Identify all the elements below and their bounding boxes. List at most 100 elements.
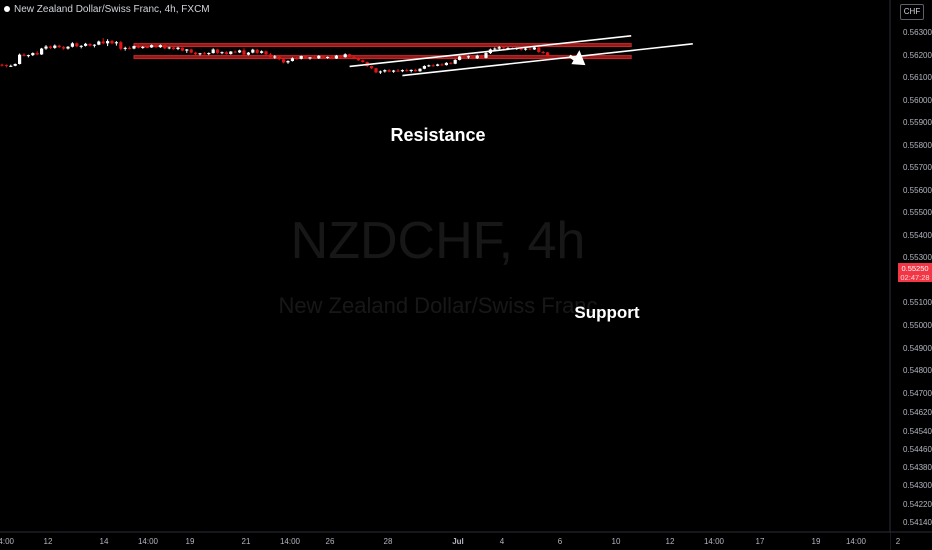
candle-body xyxy=(334,55,338,59)
candle-body xyxy=(361,60,365,62)
candle-body xyxy=(528,48,532,50)
time-tick: 12 xyxy=(666,537,675,546)
candle-body xyxy=(260,51,264,53)
candle-body xyxy=(537,47,541,52)
candle-body xyxy=(458,56,462,60)
candle-body xyxy=(304,56,308,58)
price-tick: 0.54700 xyxy=(903,389,932,398)
candle-body xyxy=(216,49,220,53)
time-axis[interactable] xyxy=(0,532,890,550)
candle-body xyxy=(211,49,215,54)
watermark-name: New Zealand Dollar/Swiss Franc xyxy=(278,293,597,318)
candle-body xyxy=(519,48,523,50)
price-tick: 0.56100 xyxy=(903,73,932,82)
time-tick: 28 xyxy=(384,537,393,546)
candle-body xyxy=(202,53,206,55)
candle-body xyxy=(409,69,413,72)
price-tick: 0.55700 xyxy=(903,163,932,172)
price-tick: 0.54220 xyxy=(903,500,932,509)
candle-body xyxy=(255,49,259,53)
candle-body xyxy=(251,49,255,53)
candle-body xyxy=(224,52,228,55)
price-tick: 0.55400 xyxy=(903,231,932,240)
candle-body xyxy=(440,64,444,66)
currency-label[interactable]: CHF xyxy=(900,4,924,20)
candle-body xyxy=(493,48,497,50)
current-price-tag xyxy=(898,263,932,282)
candle-body xyxy=(167,47,171,49)
candle-body xyxy=(194,52,198,55)
candle-body xyxy=(502,47,506,49)
price-tick: 0.54900 xyxy=(903,344,932,353)
time-tick: 10 xyxy=(612,537,621,546)
candle-body xyxy=(471,56,475,59)
candle-body xyxy=(497,47,501,49)
time-tick: 14 xyxy=(100,537,109,546)
candle-body xyxy=(268,54,272,57)
candle-body xyxy=(233,51,237,53)
candle-body xyxy=(383,70,387,72)
candle-body xyxy=(418,68,422,72)
candle-body xyxy=(308,57,312,59)
candle-body xyxy=(524,48,528,50)
candle-body xyxy=(106,41,110,44)
candle-body xyxy=(242,50,246,55)
candle-body xyxy=(198,53,202,55)
candle-body xyxy=(480,55,484,58)
candle-body xyxy=(290,58,294,62)
candle-body xyxy=(158,45,162,48)
candle-body xyxy=(339,55,343,58)
time-tick: 19 xyxy=(186,537,195,546)
price-tick: 0.55600 xyxy=(903,186,932,195)
candle-body xyxy=(35,53,39,55)
support-label: Support xyxy=(574,303,639,322)
support-zone xyxy=(133,55,632,60)
candle-body xyxy=(370,66,374,69)
candle-body xyxy=(4,65,8,67)
candle-body xyxy=(246,52,250,55)
time-tick: 19 xyxy=(812,537,821,546)
candle-body xyxy=(273,56,277,58)
candle-body xyxy=(101,41,105,44)
candle-body xyxy=(189,49,193,53)
watermark-symbol: NZDCHF, 4h xyxy=(291,212,586,270)
candle-body xyxy=(97,41,101,45)
candle-body xyxy=(431,65,435,67)
price-tick: 0.55500 xyxy=(903,208,932,217)
candle-body xyxy=(84,43,88,46)
candle-body xyxy=(40,48,44,55)
candle-body xyxy=(414,69,418,72)
channel-lower-line xyxy=(402,43,693,77)
candle-body xyxy=(317,55,321,59)
candle-body xyxy=(119,42,123,49)
price-tick: 0.54800 xyxy=(903,366,932,375)
candle-body xyxy=(53,45,57,48)
candle-body xyxy=(453,59,457,64)
candle-body xyxy=(238,50,242,53)
candle-body xyxy=(506,47,510,49)
time-tick: 2 xyxy=(896,537,901,546)
candle-body xyxy=(396,70,400,72)
candle-body xyxy=(277,56,281,60)
candle-body xyxy=(185,49,189,51)
chart-header: New Zealand Dollar/Swiss Franc, 4h, FXCM xyxy=(4,4,210,15)
candle-body xyxy=(75,43,79,47)
price-tick: 0.56000 xyxy=(903,96,932,105)
candle-body xyxy=(79,45,83,47)
candle-body xyxy=(427,65,431,67)
candle-body xyxy=(136,46,140,48)
candle-body xyxy=(484,53,488,58)
price-tick: 0.54620 xyxy=(903,408,932,417)
candle-body xyxy=(114,42,118,44)
trend-arrow-head-icon xyxy=(571,50,586,66)
time-tick: 12 xyxy=(44,537,53,546)
time-tick: 14:00 xyxy=(280,537,301,546)
candle-body xyxy=(321,55,325,58)
resistance-zone xyxy=(133,43,632,48)
chart-title: New Zealand Dollar/Swiss Franc, 4h, FXCM xyxy=(14,4,210,15)
symbol-dot-icon xyxy=(4,6,10,13)
candle-body xyxy=(462,56,466,58)
candle-body xyxy=(22,54,26,56)
candle-body xyxy=(123,47,127,49)
